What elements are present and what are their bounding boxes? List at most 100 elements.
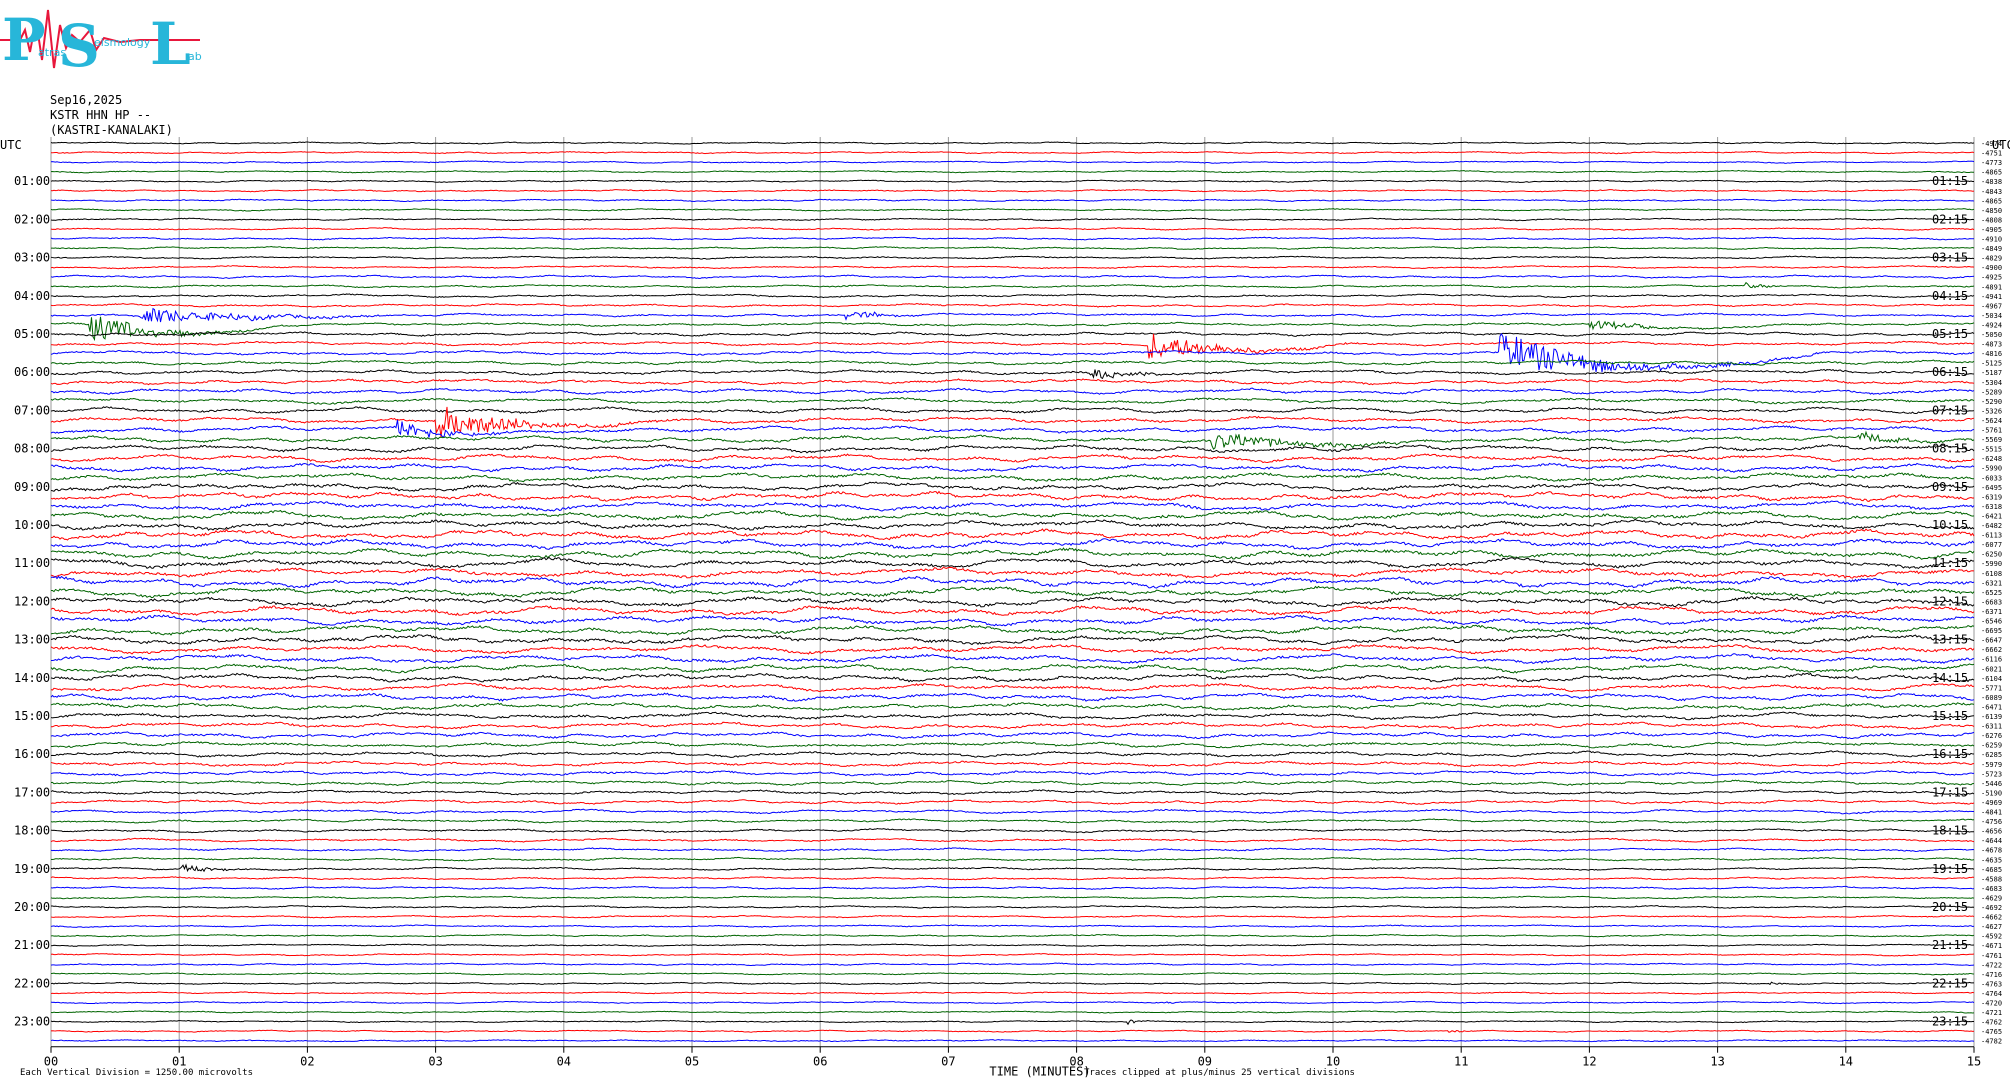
trace-offset-label: -4924: [1981, 321, 2002, 329]
x-tick-label: 09: [1198, 1055, 1212, 1069]
trace-offset-label: -5569: [1981, 436, 2002, 444]
trace-offset-label: -4761: [1981, 952, 2002, 960]
left-hour-label: 07:00: [14, 403, 50, 417]
right-hour-label: 22:15: [1932, 976, 1968, 990]
minute-grid: [50, 137, 1975, 1053]
left-axis-label: UTC: [0, 138, 22, 152]
left-hour-label: 18:00: [14, 824, 50, 838]
trace-line-43: [50, 538, 1975, 551]
trace-offset-label: -4692: [1981, 904, 2002, 912]
left-hour-label: 04:00: [14, 289, 50, 303]
trace-line-45: [50, 556, 1975, 570]
trace-line-91: [50, 1000, 1975, 1005]
trace-offset-label: -4765: [1981, 1028, 2002, 1036]
left-hour-label: 12:00: [14, 594, 50, 608]
left-hour-label: 21:00: [14, 938, 50, 952]
trace-offset-label: -6250: [1981, 551, 2002, 559]
trace-offset-label: -4716: [1981, 971, 2002, 979]
trace-line-19: [50, 307, 1975, 323]
left-hour-label: 06:00: [14, 365, 50, 379]
trace-line-42: [50, 528, 1975, 541]
trace-line-85: [50, 943, 1975, 947]
trace-offset-label: -6089: [1981, 694, 2002, 702]
right-hour-label: 19:15: [1932, 862, 1968, 876]
trace-line-90: [50, 991, 1975, 995]
logo-letter-s: S: [58, 12, 100, 78]
trace-line-52: [50, 624, 1975, 636]
trace-offset-label: -4843: [1981, 188, 2002, 196]
left-hour-label: 09:00: [14, 480, 50, 494]
trace-offset-label: -6033: [1981, 474, 2002, 482]
trace-line-36: [50, 471, 1975, 483]
right-hour-label: 13:15: [1932, 633, 1968, 647]
trace-line-22: [50, 333, 1975, 359]
trace-offset-label: -4656: [1981, 828, 2002, 836]
left-hour-label: 08:00: [14, 442, 50, 456]
trace-line-67: [50, 770, 1975, 777]
trace-offset-label: -4841: [1981, 809, 2002, 817]
trace-offset-label: -4635: [1981, 856, 2002, 864]
right-hour-label: 23:15: [1932, 1015, 1968, 1029]
trace-offset-label: -6276: [1981, 732, 2002, 740]
left-hour-label: 22:00: [14, 976, 50, 990]
psl-logo: P S L atras eismology ab: [0, 6, 202, 78]
trace-offset-label: -4683: [1981, 885, 2002, 893]
trace-offset-label: -6108: [1981, 570, 2002, 578]
trace-line-86: [50, 953, 1975, 957]
x-tick-label: 10: [1326, 1055, 1340, 1069]
header-station: KSTR HHN HP --: [50, 108, 152, 122]
left-hour-label: 20:00: [14, 900, 50, 914]
left-hour-label: 03:00: [14, 251, 50, 265]
left-hour-label: 15:00: [14, 709, 50, 723]
trace-line-75: [50, 847, 1975, 852]
trace-offset-label: -5304: [1981, 379, 2002, 387]
trace-offset-label: -5190: [1981, 789, 2002, 797]
logo-word-eismology: eismology: [94, 36, 151, 49]
trace-offset-label: -4925: [1981, 274, 2002, 282]
trace-offset-label: -4720: [1981, 1000, 2002, 1008]
x-tick-label: 08: [1069, 1055, 1083, 1069]
x-tick-label: 07: [941, 1055, 955, 1069]
trace-line-47: [50, 575, 1975, 589]
trace-offset-label: -5990: [1981, 465, 2002, 473]
left-hour-label: 13:00: [14, 633, 50, 647]
trace-line-8: [50, 208, 1975, 212]
trace-offset-label: -5723: [1981, 770, 2002, 778]
trace-line-23: [50, 332, 1975, 373]
trace-offset-label: -6021: [1981, 665, 2002, 673]
trace-line-3: [50, 160, 1975, 164]
trace-line-62: [50, 721, 1975, 730]
trace-line-21: [50, 331, 1975, 337]
trace-line-4: [50, 169, 1975, 174]
trace-offset-label: -4905: [1981, 226, 2002, 234]
trace-line-95: [50, 1039, 1975, 1043]
trace-offset-label: -4763: [1981, 980, 2002, 988]
x-tick-label: 11: [1454, 1055, 1468, 1069]
trace-offset-label: -4849: [1981, 245, 2002, 253]
trace-offset-label: -5326: [1981, 407, 2002, 415]
trace-line-20: [50, 316, 1975, 342]
trace-offset-label: -4722: [1981, 961, 2002, 969]
trace-line-64: [50, 740, 1975, 749]
trace-line-27: [50, 387, 1975, 395]
trace-offset-label: -5187: [1981, 369, 2002, 377]
left-hour-label: 11:00: [14, 556, 50, 570]
logo-word-atras: atras: [38, 46, 66, 59]
trace-line-17: [50, 293, 1975, 299]
vertical-division-note: Each Vertical Division = 1250.00 microvo…: [20, 1068, 253, 1078]
trace-offset-label: -4865: [1981, 197, 2002, 205]
trace-line-56: [50, 663, 1975, 674]
trace-line-65: [50, 750, 1975, 758]
trace-line-34: [50, 453, 1975, 464]
trace-line-2: [50, 150, 1975, 155]
trace-offset-label: -6104: [1981, 675, 2002, 683]
x-tick-label: 00: [44, 1055, 58, 1069]
trace-offset-label: -4967: [1981, 302, 2002, 310]
trace-offset-label: -6318: [1981, 503, 2002, 511]
x-tick-label: 14: [1839, 1055, 1853, 1069]
right-hour-label: 18:15: [1932, 824, 1968, 838]
trace-offset-label: -4782: [1981, 1038, 2002, 1046]
trace-offset-label: -6371: [1981, 608, 2002, 616]
clipping-note: Traces clipped at plus/minus 25 vertical…: [1084, 1068, 1355, 1078]
trace-line-38: [50, 490, 1975, 502]
